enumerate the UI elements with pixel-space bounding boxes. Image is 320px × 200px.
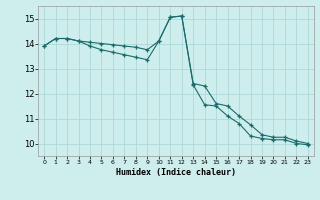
X-axis label: Humidex (Indice chaleur): Humidex (Indice chaleur) — [116, 168, 236, 177]
